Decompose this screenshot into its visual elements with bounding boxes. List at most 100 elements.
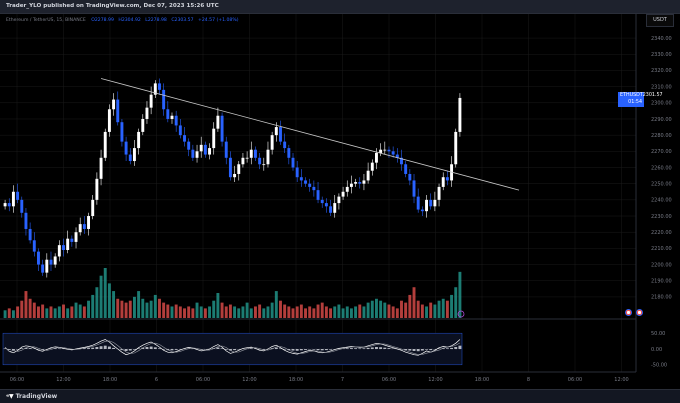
price-axis[interactable]: 2340.002330.002320.002310.002300.002290.… <box>651 36 672 301</box>
volume-bar <box>137 291 140 318</box>
candle-body <box>329 206 332 212</box>
oscillator-histogram-bar <box>87 348 90 349</box>
volume-bar <box>24 291 27 318</box>
price-axis-label: 2290.00 <box>651 117 672 123</box>
candle-body <box>75 232 78 242</box>
candle-body <box>379 150 382 153</box>
oscillator-histogram-bar <box>388 348 391 349</box>
candle-body <box>171 116 174 119</box>
volume-bar <box>287 306 290 318</box>
candle-body <box>275 127 278 135</box>
oscillator-histogram-bar <box>383 348 386 349</box>
ohlc-change: +24.57 (+1.08%) <box>198 18 239 23</box>
candle-body <box>45 260 48 273</box>
candle-body <box>8 203 11 206</box>
oscillator-histogram-bar <box>250 348 253 349</box>
volume-bar <box>179 306 182 318</box>
candle-body <box>429 200 432 206</box>
volume-bar <box>91 295 94 318</box>
candle-body <box>145 108 148 119</box>
volume-bar <box>442 299 445 318</box>
oscillator-histogram-bar <box>275 348 278 349</box>
price-axis-label: 2190.00 <box>651 279 672 285</box>
candle-body <box>350 184 353 187</box>
volume-bar <box>379 301 382 318</box>
oscillator-histogram-bar <box>175 349 178 350</box>
candle-body <box>229 158 232 177</box>
candle-body <box>216 116 219 129</box>
symbol-info[interactable]: Ethereum / TetherUS, 15, BINANCE O2278.9… <box>6 18 239 23</box>
publish-text: Trader_YLO published on TradingView.com,… <box>0 3 219 9</box>
ohlc-high: H2304.92 <box>118 18 140 23</box>
candlestick-series <box>4 79 462 278</box>
tradingview-logo[interactable]: ⁌▼TradingView <box>0 393 57 400</box>
volume-bar <box>145 303 148 318</box>
volume-bar <box>329 308 332 318</box>
volume-bar <box>267 306 270 318</box>
candle-body <box>125 142 128 155</box>
volume-bar <box>392 306 395 318</box>
volume-bar <box>383 303 386 318</box>
oscillator-histogram-bar <box>8 349 11 350</box>
volume-bar <box>296 306 299 318</box>
candle-body <box>283 142 286 148</box>
oscillator-histogram-bar <box>20 348 23 349</box>
price-axis-label: 2180.00 <box>651 295 672 301</box>
volume-bar <box>454 287 457 318</box>
candle-body <box>371 163 374 171</box>
volume-bar <box>29 299 32 318</box>
flag-us-icon[interactable] <box>625 309 632 316</box>
price-axis-label: 2230.00 <box>651 214 672 220</box>
candle-body <box>179 125 182 135</box>
volume-bar <box>116 299 119 318</box>
price-axis-label: 2220.00 <box>651 230 672 236</box>
volume-bar <box>187 306 190 318</box>
candle-body <box>279 127 282 142</box>
candle-body <box>58 245 61 256</box>
volume-bar <box>342 308 345 318</box>
currency-button[interactable]: USDT <box>646 14 674 27</box>
volume-bar <box>4 310 7 318</box>
volume-bar <box>79 305 82 318</box>
candle-body <box>337 197 340 203</box>
oscillator-histogram-bar <box>458 346 461 349</box>
volume-bar <box>12 310 15 318</box>
indicator-axis[interactable]: 50.000.00-50.00 <box>651 331 667 369</box>
oscillator-histogram-bar <box>413 349 416 351</box>
volume-bar <box>162 303 165 318</box>
volume-bar <box>133 297 136 318</box>
volume-bar <box>233 306 236 318</box>
time-axis-label: 18:00 <box>289 377 303 383</box>
volume-bar <box>171 306 174 318</box>
candle-body <box>91 200 94 216</box>
price-axis-label: 2240.00 <box>651 198 672 204</box>
candle-body <box>250 150 253 158</box>
candle-body <box>438 187 441 200</box>
volume-bar <box>216 293 219 318</box>
flag-us-icon[interactable] <box>636 309 643 316</box>
volume-bar <box>54 308 57 318</box>
oscillator-histogram-bar <box>58 348 61 349</box>
oscillator-histogram-bar <box>371 347 374 349</box>
volume-bar <box>166 305 169 318</box>
volume-bar <box>408 295 411 318</box>
candle-body <box>100 158 103 179</box>
volume-bar <box>308 306 311 318</box>
indicator-axis-label: 0.00 <box>651 347 662 353</box>
price-axis-label: 2210.00 <box>651 246 672 252</box>
oscillator-histogram-bar <box>133 349 136 350</box>
price-axis-label: 2340.00 <box>651 36 672 42</box>
oscillator-histogram-bar <box>129 349 132 351</box>
volume-bar <box>421 305 424 318</box>
oscillator-histogram-bar <box>145 347 148 349</box>
oscillator-histogram-bar <box>154 347 157 349</box>
volume-bar <box>429 303 432 318</box>
oscillator-histogram-bar <box>304 349 307 350</box>
candle-body <box>296 168 299 178</box>
candle-body <box>292 158 295 168</box>
volume-bar <box>70 306 73 318</box>
candle-body <box>37 252 40 265</box>
candle-body <box>70 239 73 242</box>
